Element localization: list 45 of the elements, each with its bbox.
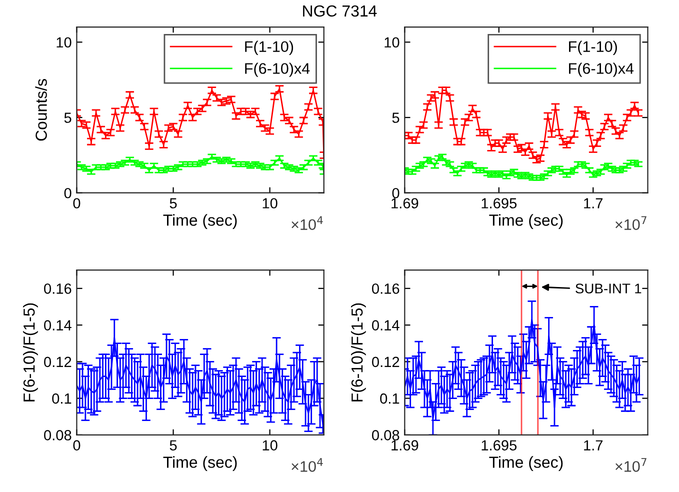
- text: ×10$^{7}$: [616, 458, 646, 472]
- y-tick-label: 0.1: [52, 393, 72, 404]
- y-tick-label: 0.14: [372, 320, 400, 330]
- x-tick-label: 0: [73, 440, 80, 450]
- legend-label: F(6-10)x4: [569, 62, 634, 77]
- y-tick-label: 0.08: [44, 430, 72, 440]
- text: ×10$^{4}$: [292, 216, 323, 230]
- x-axis-title: Time (sec): [163, 214, 237, 229]
- text: ×10$^{7}$: [616, 216, 646, 230]
- legend-label: F(1-10): [245, 40, 294, 56]
- y-axis-title: F(6-10)/F(1-5): [23, 303, 38, 402]
- y-tick-label: 0.08: [372, 430, 400, 440]
- text: ×10$^{4}$: [292, 458, 323, 472]
- y-tick-label: 0.1: [380, 393, 400, 404]
- x-axis-title: Time (sec): [489, 214, 563, 229]
- x-tick-label: 1.7: [584, 198, 603, 208]
- x-tick-label: 1.69: [392, 198, 418, 208]
- x-tick-label: 10: [262, 198, 278, 208]
- legend-label: F(6-10)x4: [245, 62, 310, 77]
- x-axis-title: Time (sec): [489, 456, 563, 472]
- x-tick-label: 1.69: [392, 440, 418, 450]
- x-tick-label: 10: [262, 440, 278, 450]
- y-axis-title: Counts/s: [35, 79, 47, 141]
- y-tick-label: 0.12: [372, 356, 400, 368]
- y-tick-label: 5: [392, 112, 400, 123]
- y-tick-label: 0.12: [44, 356, 72, 368]
- y-axis-title: F(6-10)/F(1-5): [351, 303, 366, 402]
- y-tick-label: 0: [64, 188, 72, 198]
- x-axis-title: Time (sec): [163, 456, 237, 472]
- x-tick-label: 5: [170, 440, 177, 450]
- legend-label: F(1-10): [569, 40, 617, 56]
- y-tick-label: 0.16: [44, 284, 72, 294]
- y-tick-label: 0: [392, 188, 400, 198]
- x-tick-label: 0: [73, 198, 80, 208]
- annotation: SUB-INT 1: [576, 284, 642, 294]
- y-tick-label: 0.14: [44, 320, 72, 330]
- x-tick-label: 1.695: [482, 198, 517, 208]
- y-tick-label: 10: [384, 37, 400, 48]
- x-tick-label: 1.7: [584, 440, 603, 450]
- y-tick-label: 5: [64, 112, 72, 123]
- y-tick-label: 10: [56, 37, 72, 48]
- x-tick-label: 1.695: [482, 440, 517, 450]
- y-tick-label: 0.16: [372, 284, 400, 294]
- chart-title: NGC 7314: [303, 5, 377, 17]
- x-tick-label: 5: [170, 198, 177, 208]
